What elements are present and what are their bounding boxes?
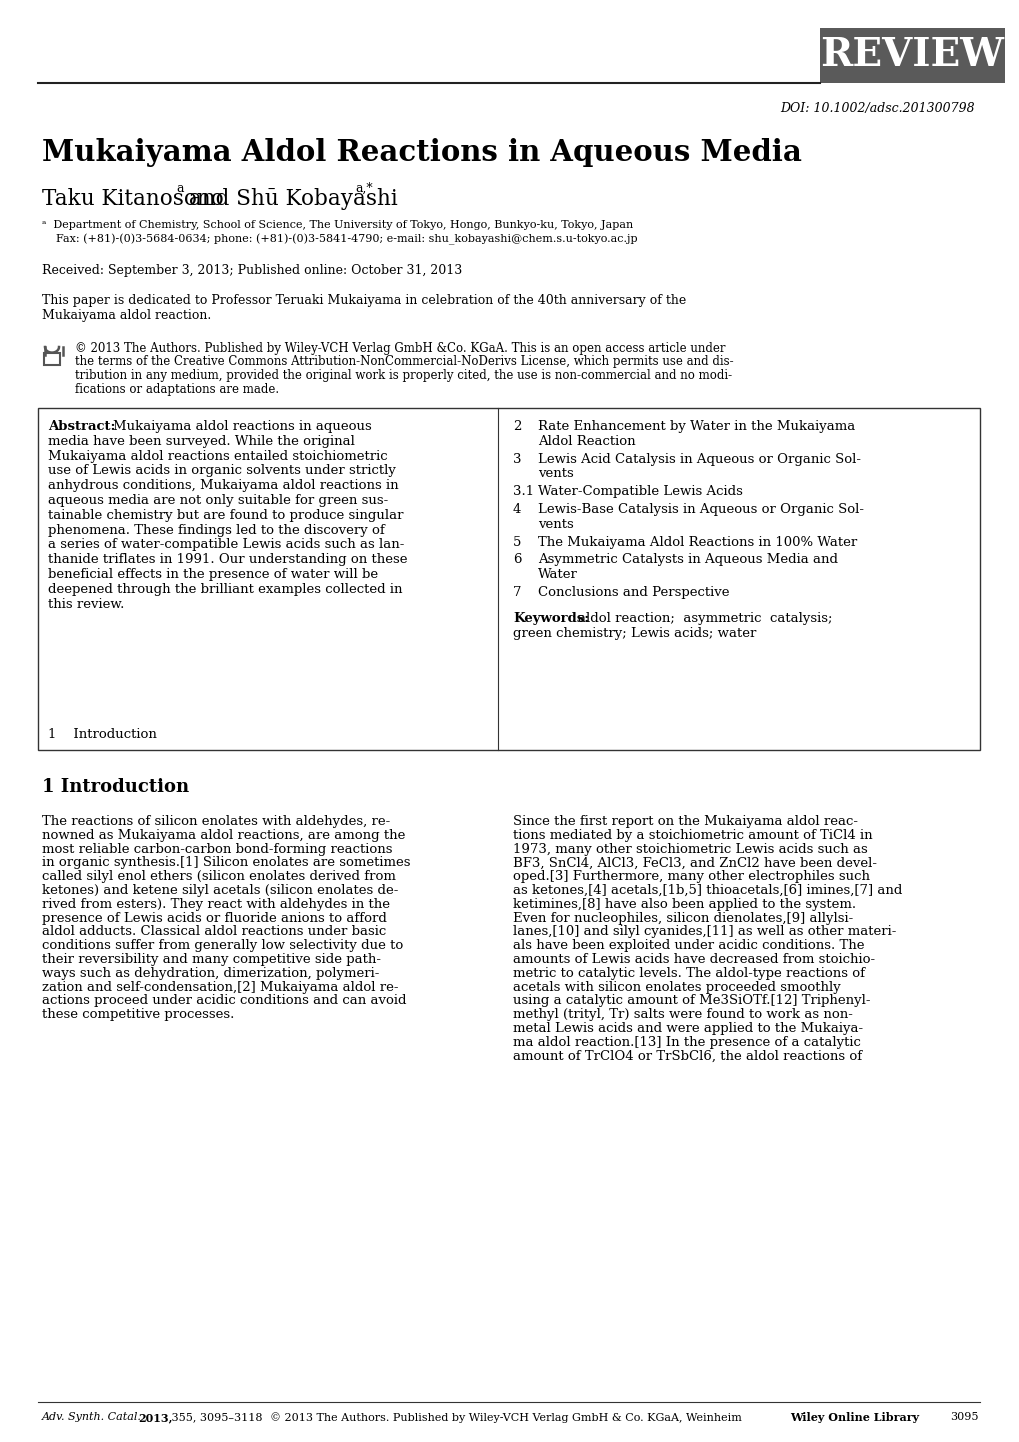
Text: Since the first report on the Mukaiyama aldol reac-: Since the first report on the Mukaiyama …	[513, 815, 857, 828]
Text: their reversibility and many competitive side path-: their reversibility and many competitive…	[42, 953, 381, 966]
Text: This paper is dedicated to Professor Teruaki Mukaiyama in celebration of the 40t: This paper is dedicated to Professor Ter…	[42, 294, 686, 307]
Text: Water-Compatible Lewis Acids: Water-Compatible Lewis Acids	[537, 485, 742, 497]
Text: aqueous media are not only suitable for green sus-: aqueous media are not only suitable for …	[48, 495, 388, 508]
Text: 355, 3095–3118: 355, 3095–3118	[168, 1412, 262, 1422]
Text: 4: 4	[513, 503, 521, 516]
Text: tainable chemistry but are found to produce singular: tainable chemistry but are found to prod…	[48, 509, 404, 522]
Text: Even for nucleophiles, silicon dienolates,[9] allylsi-: Even for nucleophiles, silicon dienolate…	[513, 911, 853, 924]
Text: metal Lewis acids and were applied to the Mukaiya-: metal Lewis acids and were applied to th…	[513, 1022, 862, 1035]
Text: a,*: a,*	[355, 182, 372, 195]
Text: Received: September 3, 2013; Published online: October 31, 2013: Received: September 3, 2013; Published o…	[42, 264, 462, 277]
Text: ma aldol reaction.[13] In the presence of a catalytic: ma aldol reaction.[13] In the presence o…	[513, 1035, 860, 1048]
Text: phenomena. These findings led to the discovery of: phenomena. These findings led to the dis…	[48, 523, 384, 536]
Text: 7: 7	[513, 585, 521, 598]
Text: ketimines,[8] have also been applied to the system.: ketimines,[8] have also been applied to …	[513, 898, 855, 911]
Text: vents: vents	[537, 518, 573, 531]
Text: this review.: this review.	[48, 597, 124, 610]
Text: © 2013 The Authors. Published by Wiley-VCH Verlag GmbH & Co. KGaA, Weinheim: © 2013 The Authors. Published by Wiley-V…	[270, 1412, 741, 1423]
Text: 2013,: 2013,	[138, 1412, 172, 1423]
Text: tions mediated by a stoichiometric amount of TiCl4 in: tions mediated by a stoichiometric amoun…	[513, 829, 872, 842]
Text: the terms of the Creative Commons Attribution-NonCommercial-NoDerivs License, wh: the terms of the Creative Commons Attrib…	[75, 356, 733, 369]
Text: Rate Enhancement by Water in the Mukaiyama: Rate Enhancement by Water in the Mukaiya…	[537, 420, 854, 433]
Text: Aldol Reaction: Aldol Reaction	[537, 435, 635, 448]
Text: thanide triflates in 1991. Our understanding on these: thanide triflates in 1991. Our understan…	[48, 554, 408, 567]
Text: Wiley Online Library: Wiley Online Library	[790, 1412, 918, 1423]
Text: Asymmetric Catalysts in Aqueous Media and: Asymmetric Catalysts in Aqueous Media an…	[537, 554, 838, 567]
Text: called silyl enol ethers (silicon enolates derived from: called silyl enol ethers (silicon enolat…	[42, 870, 395, 883]
Text: Lewis-Base Catalysis in Aqueous or Organic Sol-: Lewis-Base Catalysis in Aqueous or Organ…	[537, 503, 863, 516]
Text: oped.[3] Furthermore, many other electrophiles such: oped.[3] Furthermore, many other electro…	[513, 870, 869, 883]
Text: als have been exploited under acidic conditions. The: als have been exploited under acidic con…	[513, 939, 864, 952]
Text: The Mukaiyama Aldol Reactions in 100% Water: The Mukaiyama Aldol Reactions in 100% Wa…	[537, 535, 856, 548]
Text: ketones) and ketene silyl acetals (silicon enolates de-: ketones) and ketene silyl acetals (silic…	[42, 884, 398, 897]
Text: BF3, SnCl4, AlCl3, FeCl3, and ZnCl2 have been devel-: BF3, SnCl4, AlCl3, FeCl3, and ZnCl2 have…	[513, 857, 876, 870]
Text: aldol reaction;  asymmetric  catalysis;: aldol reaction; asymmetric catalysis;	[578, 611, 832, 624]
Text: Mukaiyama aldol reactions entailed stoichiometric: Mukaiyama aldol reactions entailed stoic…	[48, 450, 387, 463]
Text: Lewis Acid Catalysis in Aqueous or Organic Sol-: Lewis Acid Catalysis in Aqueous or Organ…	[537, 453, 860, 466]
Text: as ketones,[4] acetals,[1b,5] thioacetals,[6] imines,[7] and: as ketones,[4] acetals,[1b,5] thioacetal…	[513, 884, 902, 897]
Text: using a catalytic amount of Me3SiOTf.[12] Triphenyl-: using a catalytic amount of Me3SiOTf.[12…	[513, 995, 869, 1008]
Text: The reactions of silicon enolates with aldehydes, re-: The reactions of silicon enolates with a…	[42, 815, 390, 828]
Text: and Shū Kobayashi: and Shū Kobayashi	[181, 187, 397, 211]
Text: Adv. Synth. Catal.: Adv. Synth. Catal.	[42, 1412, 142, 1422]
Text: presence of Lewis acids or fluoride anions to afford: presence of Lewis acids or fluoride anio…	[42, 911, 386, 924]
Text: Conclusions and Perspective: Conclusions and Perspective	[537, 585, 729, 598]
Text: metric to catalytic levels. The aldol-type reactions of: metric to catalytic levels. The aldol-ty…	[513, 966, 864, 979]
Text: amount of TrClO4 or TrSbCl6, the aldol reactions of: amount of TrClO4 or TrSbCl6, the aldol r…	[513, 1050, 861, 1063]
Text: Taku Kitanosono: Taku Kitanosono	[42, 187, 223, 211]
Text: 5: 5	[513, 535, 521, 548]
Text: Water: Water	[537, 568, 578, 581]
Text: media have been surveyed. While the original: media have been surveyed. While the orig…	[48, 435, 355, 448]
Text: vents: vents	[537, 467, 573, 480]
Text: 3.1: 3.1	[513, 485, 534, 497]
Text: 1973, many other stoichiometric Lewis acids such as: 1973, many other stoichiometric Lewis ac…	[513, 842, 867, 855]
Text: zation and self-condensation,[2] Mukaiyama aldol re-: zation and self-condensation,[2] Mukaiya…	[42, 981, 398, 994]
Text: 6: 6	[513, 554, 521, 567]
Text: green chemistry; Lewis acids; water: green chemistry; Lewis acids; water	[513, 627, 756, 640]
Text: a series of water-compatible Lewis acids such as lan-: a series of water-compatible Lewis acids…	[48, 538, 404, 551]
Text: Mukaiyama aldol reactions in aqueous: Mukaiyama aldol reactions in aqueous	[113, 420, 371, 433]
Text: deepened through the brilliant examples collected in: deepened through the brilliant examples …	[48, 583, 403, 596]
Text: Fax: (+81)-(0)3-5684-0634; phone: (+81)-(0)3-5841-4790; e-mail: shu_kobayashi@ch: Fax: (+81)-(0)3-5684-0634; phone: (+81)-…	[42, 234, 637, 245]
Text: these competitive processes.: these competitive processes.	[42, 1008, 234, 1021]
Text: actions proceed under acidic conditions and can avoid: actions proceed under acidic conditions …	[42, 995, 407, 1008]
Text: 1 Introduction: 1 Introduction	[42, 779, 189, 796]
Text: nowned as Mukaiyama aldol reactions, are among the: nowned as Mukaiyama aldol reactions, are…	[42, 829, 405, 842]
Text: Abstract:: Abstract:	[48, 420, 115, 433]
Text: ᵃ  Department of Chemistry, School of Science, The University of Tokyo, Hongo, B: ᵃ Department of Chemistry, School of Sci…	[42, 221, 633, 231]
Text: acetals with silicon enolates proceeded smoothly: acetals with silicon enolates proceeded …	[513, 981, 840, 994]
Text: beneficial effects in the presence of water will be: beneficial effects in the presence of wa…	[48, 568, 378, 581]
FancyBboxPatch shape	[819, 27, 1004, 84]
Text: amounts of Lewis acids have decreased from stoichio-: amounts of Lewis acids have decreased fr…	[513, 953, 874, 966]
Text: © 2013 The Authors. Published by Wiley-VCH Verlag GmbH &Co. KGaA. This is an ope: © 2013 The Authors. Published by Wiley-V…	[75, 342, 725, 355]
Text: anhydrous conditions, Mukaiyama aldol reactions in: anhydrous conditions, Mukaiyama aldol re…	[48, 479, 398, 492]
Text: in organic synthesis.[1] Silicon enolates are sometimes: in organic synthesis.[1] Silicon enolate…	[42, 857, 410, 870]
Text: fications or adaptations are made.: fications or adaptations are made.	[75, 382, 279, 395]
Text: Keywords:: Keywords:	[513, 611, 589, 624]
Text: use of Lewis acids in organic solvents under strictly: use of Lewis acids in organic solvents u…	[48, 464, 395, 477]
Text: 3: 3	[513, 453, 521, 466]
Text: 2: 2	[513, 420, 521, 433]
Text: conditions suffer from generally low selectivity due to: conditions suffer from generally low sel…	[42, 939, 403, 952]
Text: DOI: 10.1002/adsc.201300798: DOI: 10.1002/adsc.201300798	[780, 102, 974, 115]
Text: Mukaiyama Aldol Reactions in Aqueous Media: Mukaiyama Aldol Reactions in Aqueous Med…	[42, 138, 801, 167]
Text: 1    Introduction: 1 Introduction	[48, 728, 157, 741]
Text: rived from esters). They react with aldehydes in the: rived from esters). They react with alde…	[42, 898, 389, 911]
Text: 3095: 3095	[949, 1412, 977, 1422]
Text: a: a	[176, 182, 183, 195]
Text: tribution in any medium, provided the original work is properly cited, the use i: tribution in any medium, provided the or…	[75, 369, 732, 382]
Text: methyl (trityl, Tr) salts were found to work as non-: methyl (trityl, Tr) salts were found to …	[513, 1008, 852, 1021]
Text: ways such as dehydration, dimerization, polymeri-: ways such as dehydration, dimerization, …	[42, 966, 379, 979]
Text: Mukaiyama aldol reaction.: Mukaiyama aldol reaction.	[42, 309, 211, 322]
Text: lanes,[10] and silyl cyanides,[11] as well as other materi-: lanes,[10] and silyl cyanides,[11] as we…	[513, 926, 896, 939]
Text: most reliable carbon-carbon bond-forming reactions: most reliable carbon-carbon bond-forming…	[42, 842, 392, 855]
Text: aldol adducts. Classical aldol reactions under basic: aldol adducts. Classical aldol reactions…	[42, 926, 386, 939]
Text: REVIEW: REVIEW	[819, 36, 1004, 75]
